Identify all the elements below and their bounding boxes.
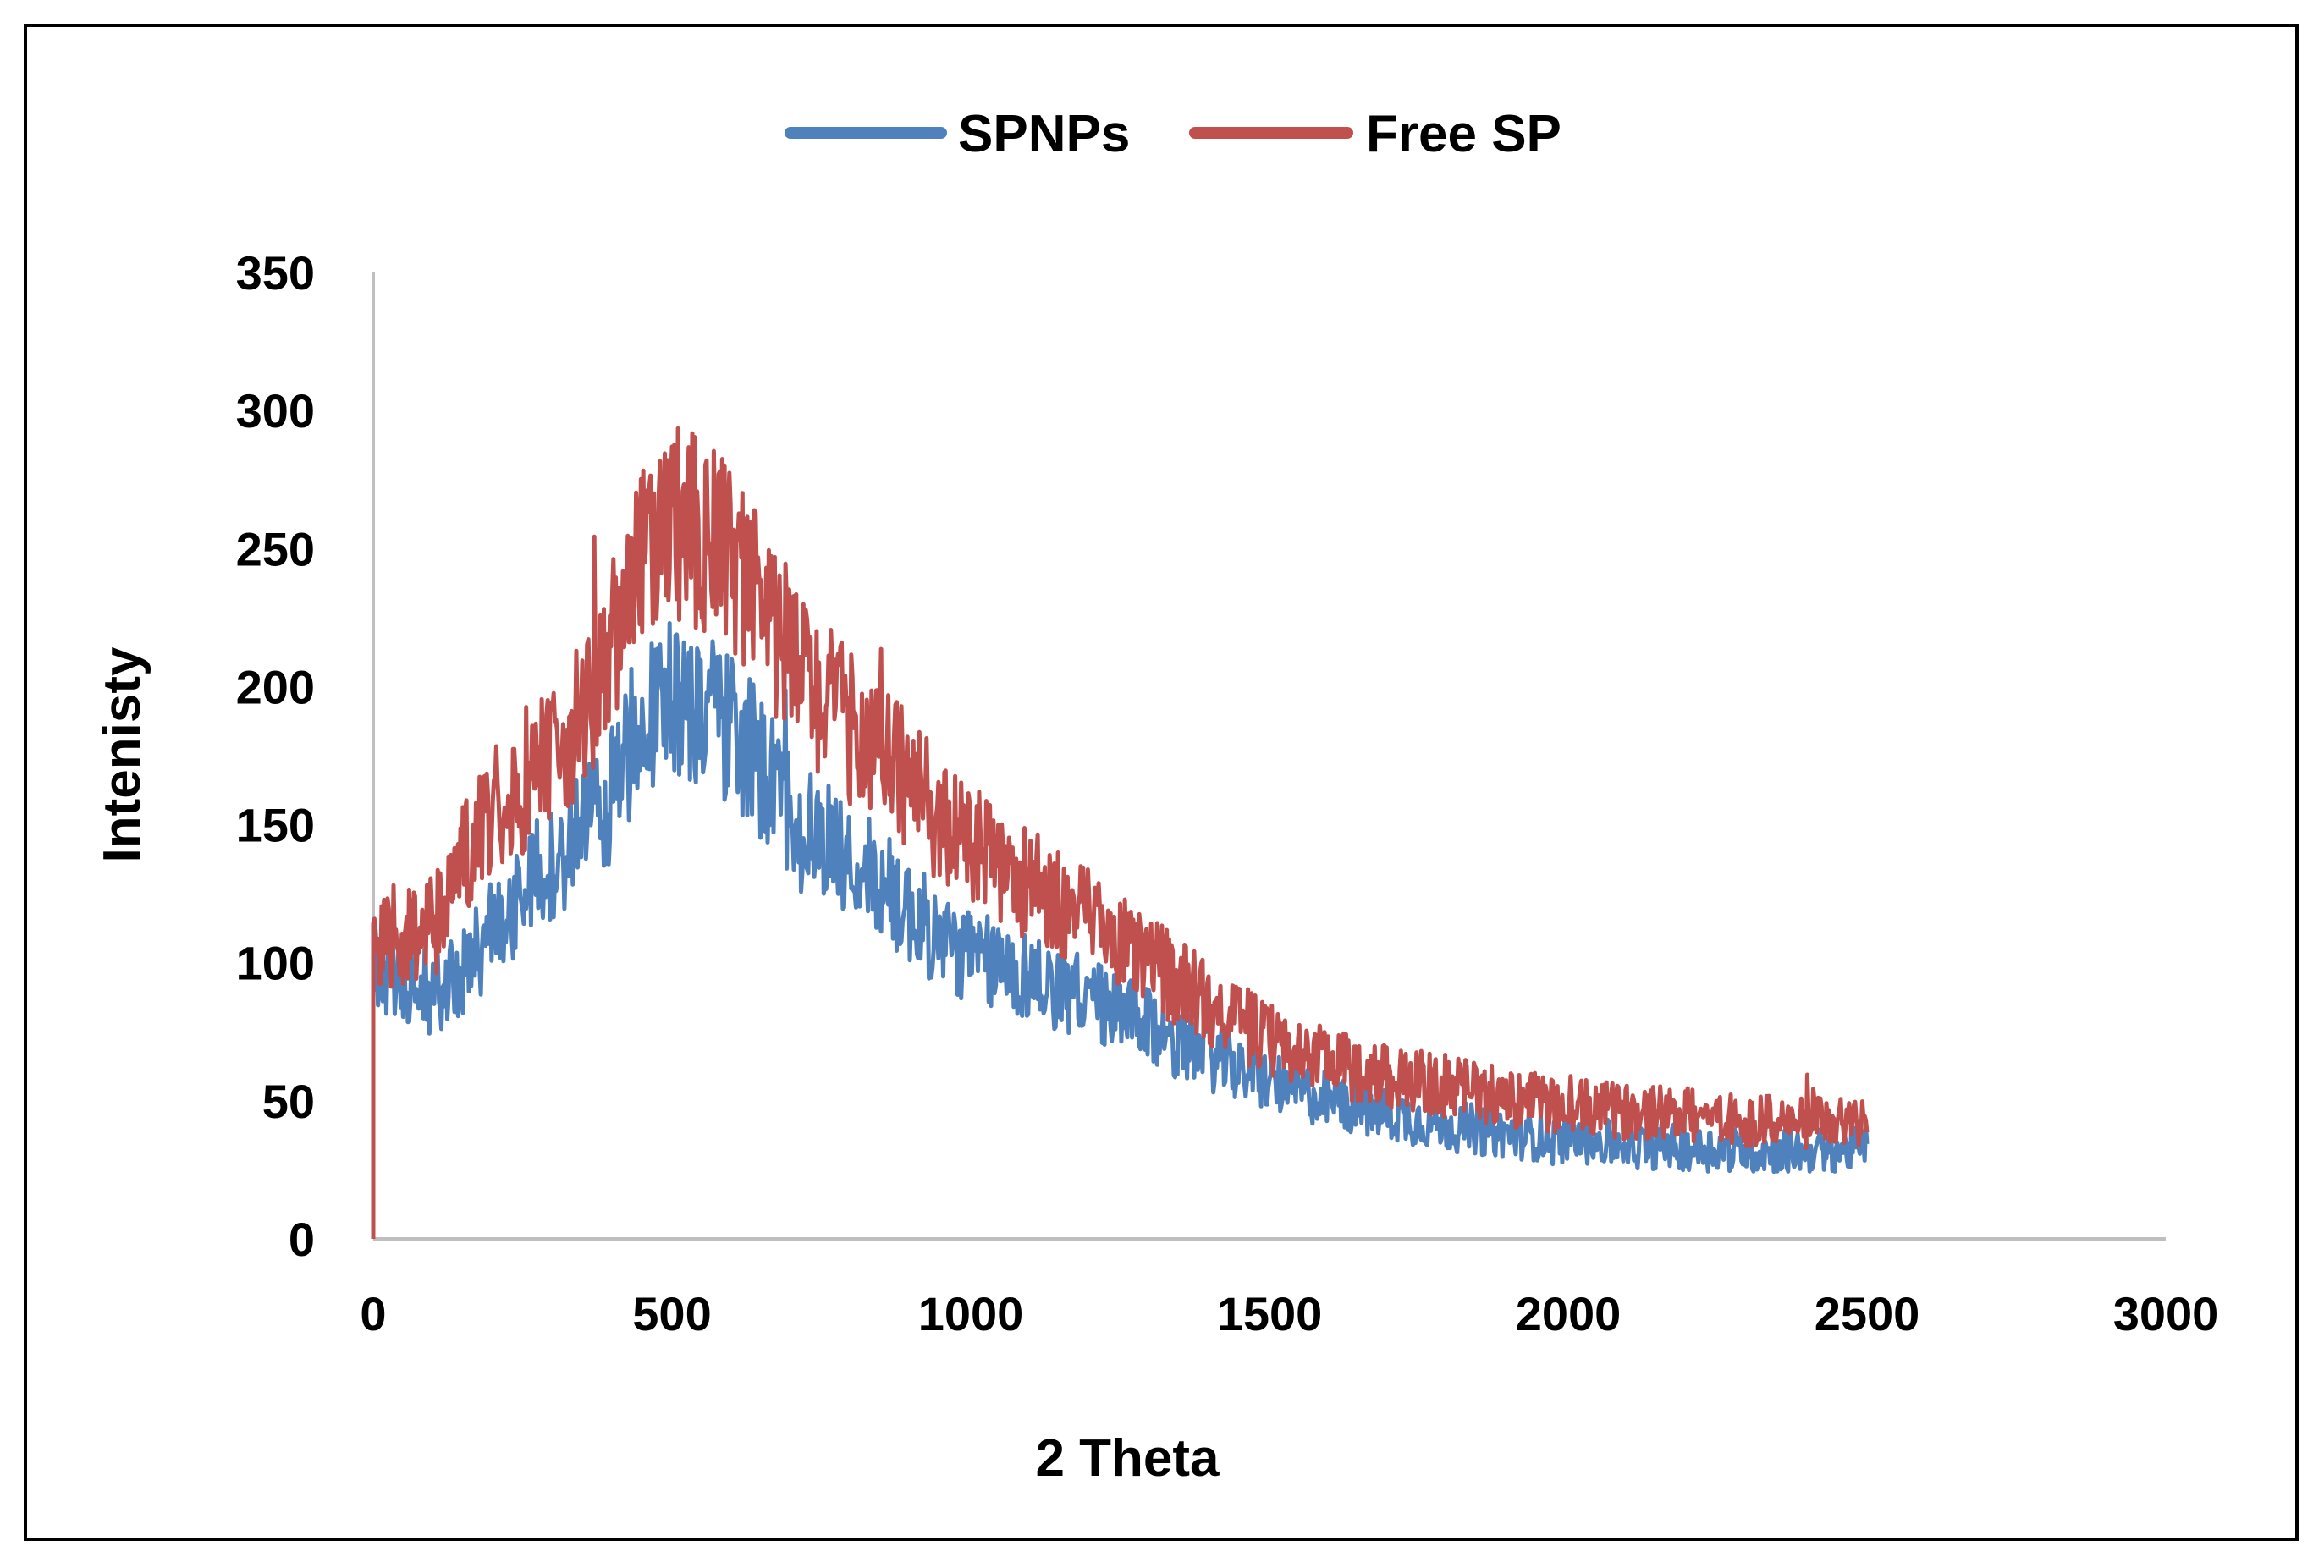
x-tick-label: 0 xyxy=(360,1287,386,1340)
y-tick-label: 300 xyxy=(236,384,315,437)
legend-label-spnps: SPNPs xyxy=(958,105,1130,163)
y-tick-label: 100 xyxy=(236,937,315,990)
x-tick-label: 1500 xyxy=(1217,1287,1323,1340)
x-tick-labels: 0 500 1000 1500 2000 2500 3000 xyxy=(360,1287,2218,1340)
y-axis-title: Intenisty xyxy=(93,646,151,862)
y-tick-label: 350 xyxy=(236,246,315,300)
x-tick-label: 1000 xyxy=(918,1287,1024,1340)
y-tick-labels: 0 50 100 150 200 250 300 350 xyxy=(236,246,315,1266)
y-tick-label: 200 xyxy=(236,660,315,713)
legend: SPNPs Free SP xyxy=(785,105,1561,163)
series-line-spnps xyxy=(371,621,1870,1175)
x-tick-label: 2000 xyxy=(1516,1287,1622,1340)
legend-label-free-sp: Free SP xyxy=(1366,105,1561,163)
x-tick-label: 2500 xyxy=(1815,1287,1920,1340)
x-tick-label: 500 xyxy=(632,1287,711,1340)
y-tick-label: 0 xyxy=(289,1213,315,1266)
x-tick-label: 3000 xyxy=(2113,1287,2219,1340)
series-line-free-sp xyxy=(371,426,1870,1239)
y-tick-label: 50 xyxy=(262,1075,315,1128)
series-layer xyxy=(371,426,1870,1239)
chart-svg: SPNPs Free SP 0 50 100 150 200 250 300 350 0 500… xyxy=(93,105,2218,1488)
x-axis-title: 2 Theta xyxy=(1035,1429,1220,1488)
y-tick-label: 250 xyxy=(236,522,315,575)
chart-frame: SPNPs Free SP 0 50 100 150 200 250 300 350 0 500… xyxy=(24,24,2299,1541)
y-tick-label: 150 xyxy=(236,799,315,852)
